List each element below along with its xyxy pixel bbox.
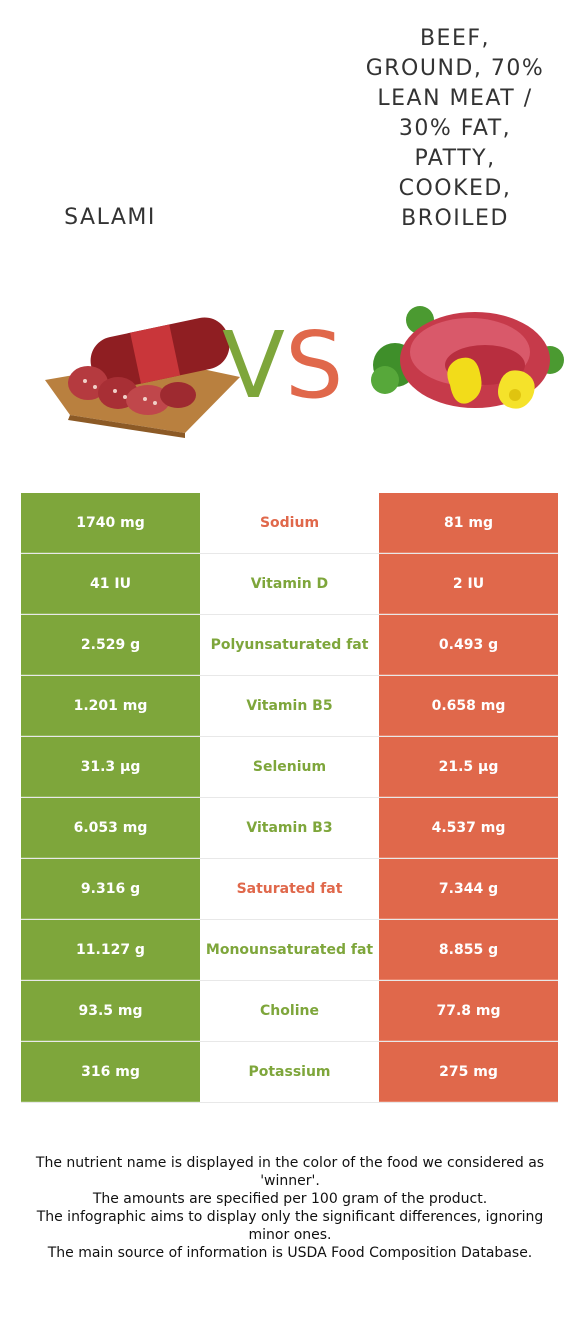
table-row: 6.053 mg Vitamin B3 4.537 mg [21,798,558,859]
salami-image [45,317,240,438]
vs-s: S [284,312,344,419]
nutrient-name: Saturated fat [200,859,379,919]
nutrient-name: Potassium [200,1042,379,1102]
nutrient-name: Vitamin B5 [200,676,379,736]
table-row: 9.316 g Saturated fat 7.344 g [21,859,558,920]
beef-value: 77.8 mg [379,981,558,1041]
table-row: 11.127 g Monounsaturated fat 8.855 g [21,920,558,981]
beef-value: 4.537 mg [379,798,558,858]
beef-value: 8.855 g [379,920,558,980]
table-row: 316 mg Potassium 275 mg [21,1042,558,1103]
salami-value: 11.127 g [21,920,200,980]
beef-value: 0.493 g [379,615,558,675]
food-title-beef: Beef, ground, 70% lean meat / 30% fat, p… [365,26,545,231]
salami-value: 6.053 mg [21,798,200,858]
salami-value: 2.529 g [21,615,200,675]
salami-value: 1740 mg [21,493,200,553]
table-row: 1.201 mg Vitamin B5 0.658 mg [21,676,558,737]
beef-value: 275 mg [379,1042,558,1102]
footer-note: The main source of information is USDA F… [47,1245,533,1261]
beef-value: 2 IU [379,554,558,614]
salami-value: 31.3 µg [21,737,200,797]
nutrient-name: Selenium [200,737,379,797]
nutrient-name: Monounsaturated fat [200,920,379,980]
nutrient-name: Sodium [200,493,379,553]
vs-label: VS [222,316,343,416]
beef-value: 7.344 g [379,859,558,919]
table-row: 93.5 mg Choline 77.8 mg [21,981,558,1042]
beef-image [371,306,564,409]
salami-value: 9.316 g [21,859,200,919]
table-row: 1740 mg Sodium 81 mg [21,493,558,554]
beef-value: 21.5 µg [379,737,558,797]
nutrient-name: Choline [200,981,379,1041]
footer-note: The infographic aims to display only the… [36,1209,544,1243]
salami-value: 93.5 mg [21,981,200,1041]
nutrient-name: Polyunsaturated fat [200,615,379,675]
footer-note: The amounts are specified per 100 gram o… [92,1191,488,1207]
food-title-salami: Salami [64,205,156,230]
nutrient-name: Vitamin D [200,554,379,614]
beef-value: 81 mg [379,493,558,553]
table-row: 2.529 g Polyunsaturated fat 0.493 g [21,615,558,676]
beef-value: 0.658 mg [379,676,558,736]
footer-notes: The nutrient name is displayed in the co… [20,1154,560,1262]
salami-value: 41 IU [21,554,200,614]
table-row: 41 IU Vitamin D 2 IU [21,554,558,615]
vs-v: V [222,312,285,419]
comparison-table: 1740 mg Sodium 81 mg 41 IU Vitamin D 2 I… [21,493,558,1103]
table-row: 31.3 µg Selenium 21.5 µg [21,737,558,798]
nutrient-name: Vitamin B3 [200,798,379,858]
salami-value: 316 mg [21,1042,200,1102]
footer-note: The nutrient name is displayed in the co… [35,1155,545,1189]
salami-value: 1.201 mg [21,676,200,736]
